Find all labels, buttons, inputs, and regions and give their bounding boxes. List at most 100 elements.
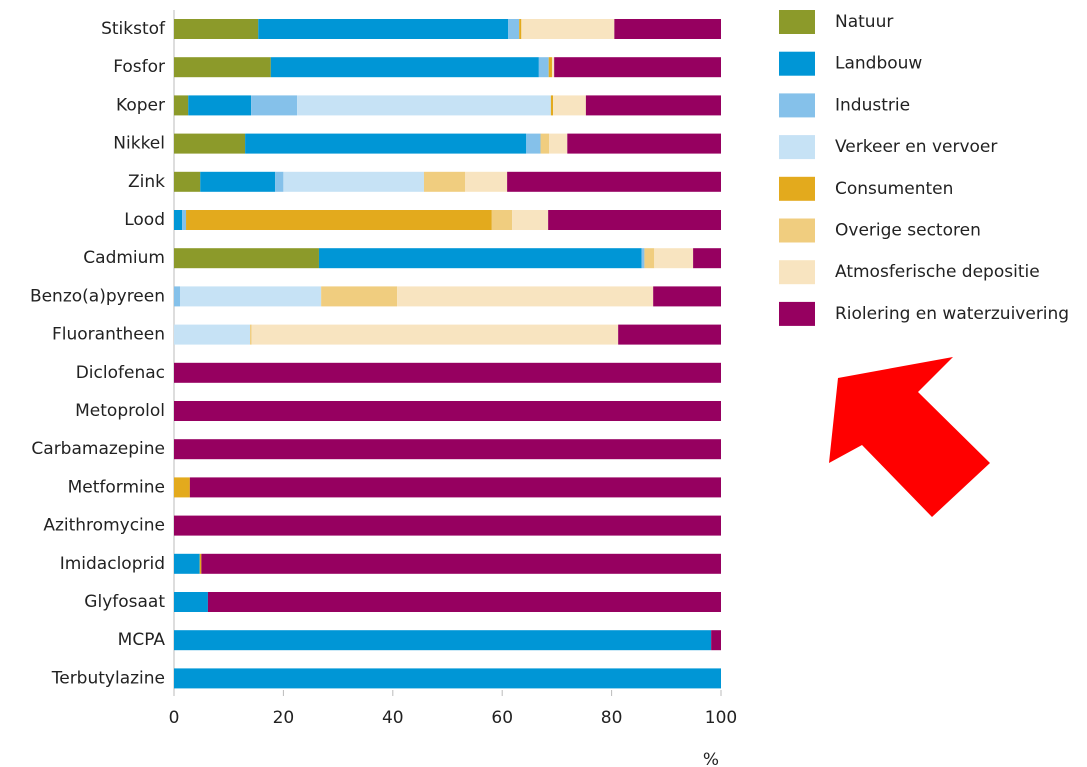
y-tick-label: MCPA [118,630,166,650]
y-tick-label: Diclofenac [76,363,165,383]
bar-segment [423,171,466,192]
bar-segment [551,57,555,78]
bar-segment [644,248,655,269]
x-tick-label: 20 [273,708,295,728]
bar-segment [174,630,712,651]
legend-swatch [779,10,815,34]
bar-segment [554,57,721,78]
bar-segment [465,171,508,192]
bar-segment [207,592,721,612]
bar-segment [283,171,424,192]
bar-segment [270,57,539,78]
bar-segment [245,133,527,154]
bar-segment [526,133,541,154]
bar-segment [188,95,252,116]
bar-segment [321,286,398,307]
annotation-arrow [829,357,990,517]
bar-segment [251,324,619,345]
y-tick-label: Cadmium [83,248,165,268]
legend-swatch [779,93,815,118]
y-tick-label: Glyfosaat [84,592,165,612]
bar-segment [508,19,520,39]
bar-segment [653,286,721,307]
bar-segment [297,95,551,116]
bar-segment [318,248,642,269]
legend-label: Industrie [835,95,910,115]
bar-segment [258,19,509,39]
bar-segment [199,553,202,574]
y-tick-label: Imidacloprid [60,554,165,574]
bar-segment [174,592,208,612]
legend-label: Overige sectoren [835,221,981,241]
bar-segment [174,515,721,536]
legend-label: Atmosferische depositie [835,262,1040,282]
y-tick-label: Nikkel [113,134,165,154]
bar-segment [250,324,252,345]
y-tick-label: Metformine [68,477,165,497]
bar-segment [397,286,654,307]
bar-segment [174,668,721,689]
x-tick-label: 0 [169,708,180,728]
bar-segment [641,248,645,269]
bar-segment [614,19,721,39]
legend-swatch [779,260,815,285]
y-tick-label: Azithromycine [43,516,165,536]
bar-segment [251,95,298,116]
y-tick-label: Stikstof [101,19,166,39]
bar-segment [519,19,522,39]
bar-segment [549,133,568,154]
y-tick-label: Carbamazepine [31,439,165,459]
bar-segment [180,286,322,307]
legend-swatch [779,218,815,243]
bar-segment [540,133,550,154]
bar-segment [174,95,189,116]
bar-segment [174,210,183,230]
legend-label: Natuur [835,12,893,32]
bar-segment [189,477,721,498]
bar-segment [512,210,549,230]
bar-segment [275,171,284,192]
bar-segment [174,133,246,154]
x-tick-label: 100 [705,708,737,728]
y-tick-label: Fosfor [113,57,165,77]
bar-segment [711,630,721,651]
y-tick-label: Lood [124,210,165,230]
bar-segment [200,171,276,192]
bar-segment [507,171,721,192]
legend-swatch [779,135,815,160]
y-tick-label: Benzo(a)pyreen [30,286,165,306]
bar-segment [174,439,721,460]
legend-swatch [779,51,815,76]
bar-segment [174,171,201,192]
bar-segment [174,477,190,498]
bar-segment [618,324,721,345]
y-tick-label: Terbutylazine [51,668,165,688]
bar-segment [567,133,721,154]
bar-segment [174,286,181,307]
legend-label: Verkeer en vervoer [835,137,997,157]
y-tick-label: Koper [116,95,165,115]
bar-segment [174,324,251,345]
bar-segment [550,95,554,116]
bar-segment [174,362,721,383]
bar-segment [654,248,694,269]
bar-segment [182,210,187,230]
bar-segment [174,19,259,39]
bar-segment [491,210,513,230]
x-tick-label: 60 [491,708,513,728]
bar-segment [548,210,721,230]
bar-segment [174,248,319,269]
legend-label: Landbouw [835,54,922,74]
bar-segment [693,248,721,269]
y-tick-label: Zink [128,172,165,192]
bar-segment [553,95,586,116]
x-tick-label: 80 [601,708,623,728]
legend-swatch [779,176,815,201]
legend-label: Consumenten [835,179,953,199]
bar-segment [201,553,722,574]
x-axis-label: % [703,750,719,767]
bar-segment [174,57,271,78]
legend-swatch [779,301,815,326]
bar-segment [186,210,492,230]
